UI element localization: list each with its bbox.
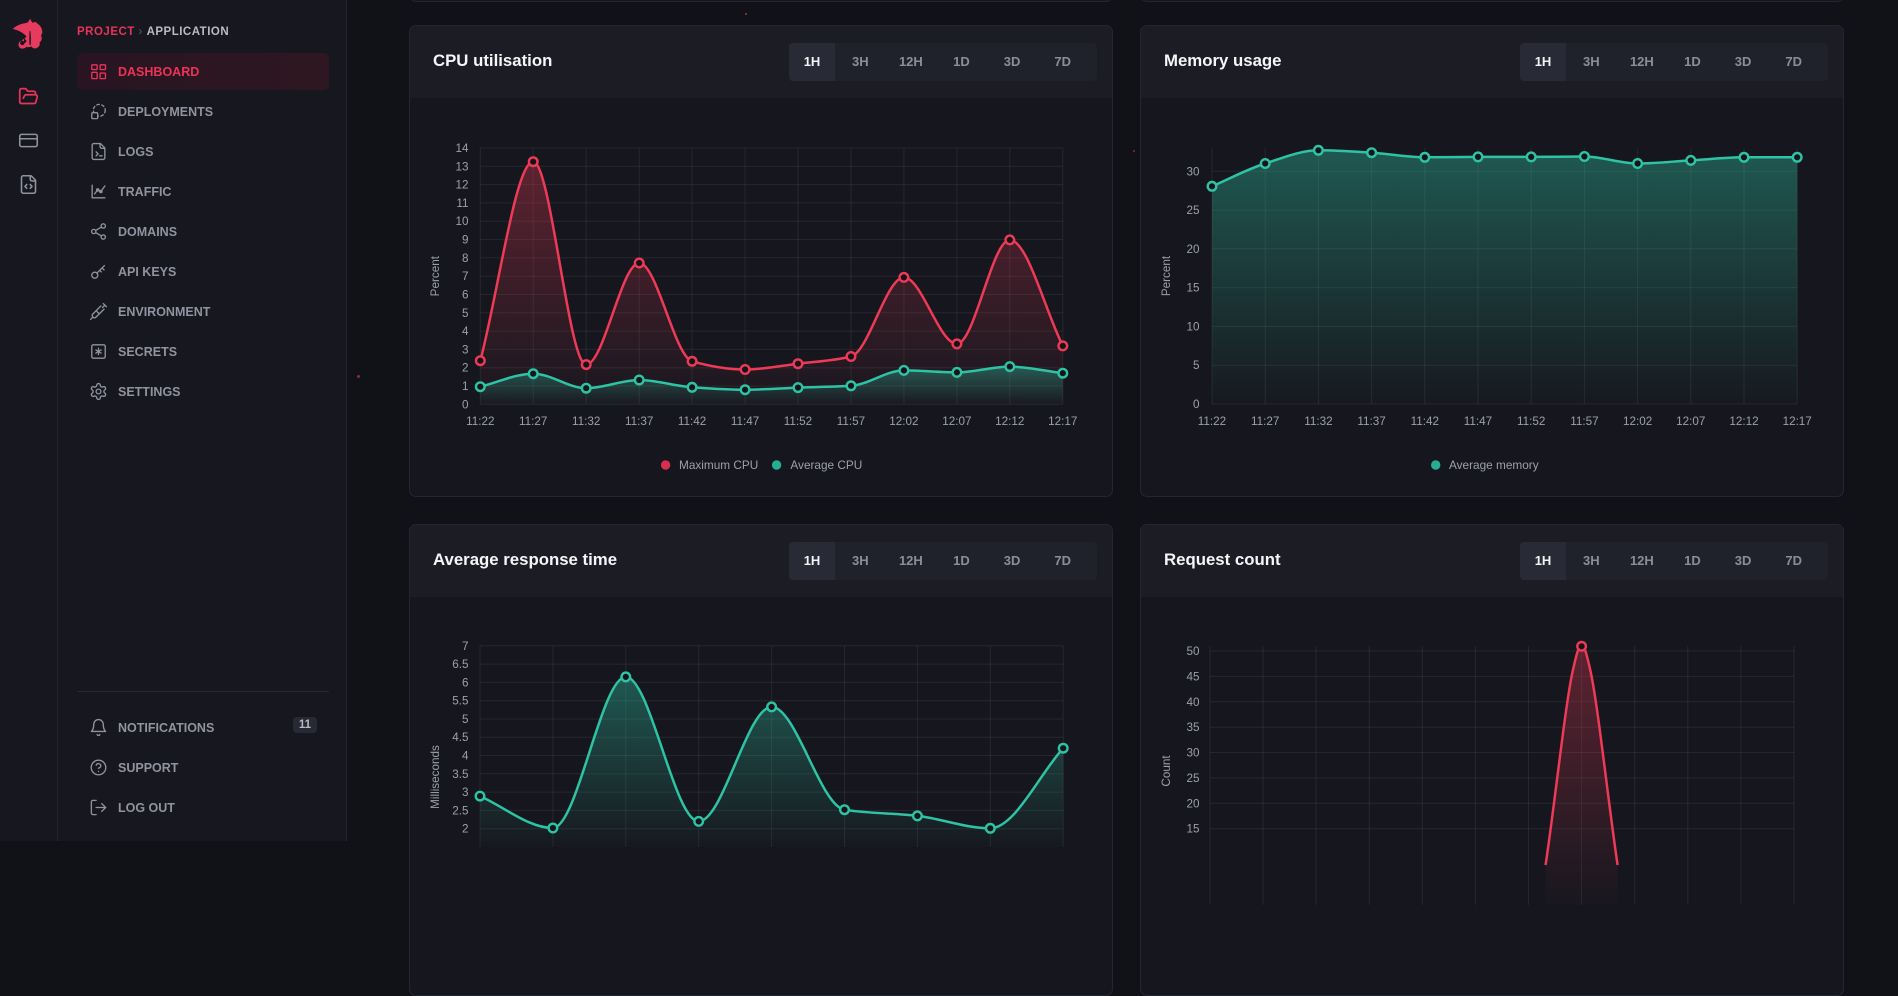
svg-text:12:07: 12:07 [942,415,971,428]
svg-text:5: 5 [1193,359,1200,372]
svg-text:11:27: 11:27 [519,415,547,428]
svg-text:12: 12 [455,179,468,192]
svg-text:50: 50 [1186,645,1200,658]
svg-text:11:57: 11:57 [1570,415,1598,428]
svg-text:30: 30 [1186,747,1200,760]
svg-text:2.5: 2.5 [452,804,469,817]
svg-text:8: 8 [462,252,469,265]
svg-text:20: 20 [1186,797,1200,810]
svg-text:Milliseconds: Milliseconds [429,745,442,809]
svg-text:11:47: 11:47 [1464,415,1492,428]
svg-text:11:22: 11:22 [1198,415,1226,428]
svg-text:13: 13 [455,160,468,173]
svg-text:11:37: 11:37 [1357,415,1385,428]
svg-text:15: 15 [1186,823,1200,836]
svg-text:15: 15 [1186,282,1200,295]
svg-text:30: 30 [1186,165,1200,178]
svg-text:6: 6 [462,289,469,302]
svg-text:Maximum CPU: Maximum CPU [679,458,758,472]
svg-text:3.5: 3.5 [452,768,469,781]
svg-text:9: 9 [462,234,469,247]
svg-text:11:27: 11:27 [1251,415,1279,428]
svg-text:4.5: 4.5 [452,731,469,744]
svg-text:20: 20 [1186,243,1200,256]
svg-text:0: 0 [1193,398,1200,411]
svg-text:5: 5 [462,713,469,726]
svg-text:14: 14 [455,142,469,155]
svg-text:4: 4 [462,750,469,763]
svg-text:11:22: 11:22 [466,415,494,428]
svg-text:2: 2 [462,823,469,836]
svg-text:3: 3 [462,343,469,356]
svg-text:12:12: 12:12 [1729,415,1758,428]
svg-text:11:42: 11:42 [678,415,706,428]
svg-text:Count: Count [1160,755,1173,787]
svg-text:11: 11 [456,197,468,210]
svg-text:10: 10 [1186,320,1200,333]
svg-text:12:17: 12:17 [1783,415,1812,428]
svg-text:12:17: 12:17 [1048,415,1077,428]
svg-text:35: 35 [1186,721,1200,734]
svg-text:40: 40 [1186,696,1200,709]
svg-text:Average CPU: Average CPU [790,458,862,472]
svg-text:Percent: Percent [1160,255,1173,296]
svg-text:2: 2 [462,362,469,375]
svg-text:12:02: 12:02 [889,415,918,428]
svg-text:10: 10 [455,215,469,228]
svg-text:Average memory: Average memory [1449,458,1539,472]
svg-text:7: 7 [462,270,469,283]
svg-text:25: 25 [1186,772,1200,785]
svg-text:11:52: 11:52 [784,415,812,428]
svg-text:11:32: 11:32 [1304,415,1332,428]
svg-text:12:07: 12:07 [1676,415,1705,428]
svg-text:3: 3 [462,786,469,799]
svg-text:5.5: 5.5 [452,695,469,708]
svg-text:11:37: 11:37 [625,415,653,428]
svg-text:12:02: 12:02 [1623,415,1652,428]
svg-text:11:47: 11:47 [731,415,759,428]
svg-text:11:32: 11:32 [572,415,600,428]
svg-text:4: 4 [462,325,469,338]
svg-text:11:42: 11:42 [1411,415,1439,428]
svg-text:6: 6 [462,676,469,689]
svg-text:25: 25 [1186,204,1200,217]
svg-text:11:57: 11:57 [837,415,865,428]
svg-text:0: 0 [462,398,469,411]
svg-text:1: 1 [462,380,469,393]
svg-text:6.5: 6.5 [452,658,469,671]
svg-text:11:52: 11:52 [1517,415,1545,428]
svg-text:7: 7 [462,640,469,653]
svg-text:Percent: Percent [429,255,442,296]
svg-text:12:12: 12:12 [995,415,1024,428]
svg-text:45: 45 [1186,670,1200,683]
svg-text:5: 5 [462,307,469,320]
